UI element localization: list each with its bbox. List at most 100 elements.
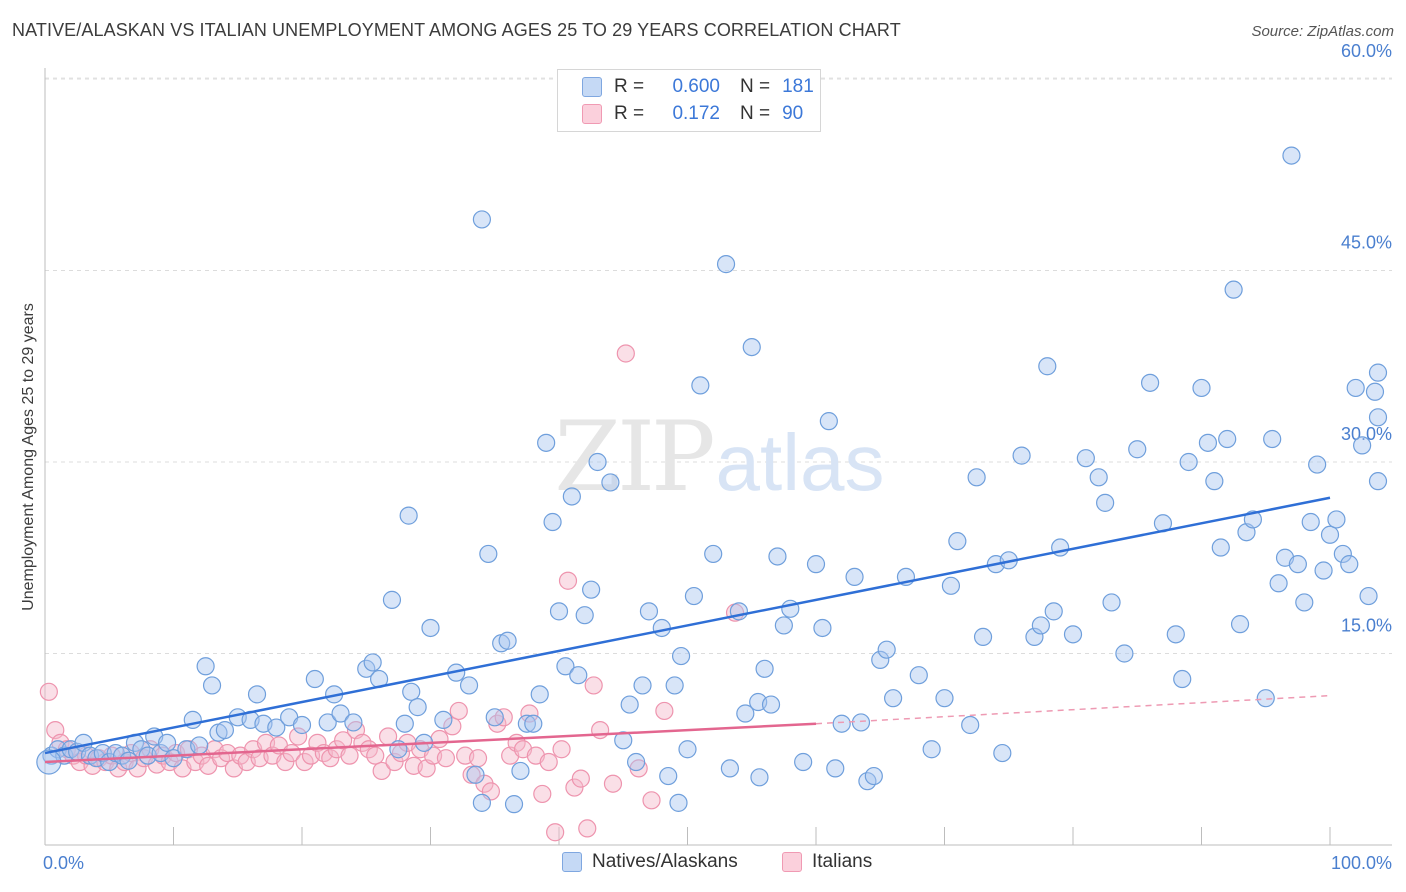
bottom-legend-swatch-natives [562,852,582,872]
point-italians [276,752,295,772]
point-natives [845,567,864,587]
point-natives [408,698,427,717]
axis-labels: Unemployment Among Ages 25 to 29 years 0… [20,303,1392,873]
legend-r-value: 0.600 [672,76,720,97]
point-natives [877,640,896,659]
point-italians [558,571,578,590]
y-tick-label: 60.0% [1341,41,1392,61]
point-natives [247,685,267,704]
point-natives [1096,493,1115,512]
point-natives [1365,382,1385,401]
point-italians [584,676,603,695]
point-italians [468,749,488,768]
point-natives [524,714,543,733]
point-natives [402,682,421,701]
point-natives [1218,429,1237,449]
point-natives [1173,669,1192,689]
point-natives [851,713,871,732]
point-natives [1076,449,1095,468]
point-natives [652,618,671,638]
point-natives [202,676,222,695]
point-natives [1205,472,1224,491]
point-natives [1192,378,1211,398]
point-natives [292,715,312,735]
point-natives [941,576,961,595]
point-natives [1320,525,1340,544]
point-natives [813,618,832,638]
point-natives [1269,574,1288,593]
point-natives [1224,280,1243,299]
point-natives [1359,586,1378,606]
point-italians [603,774,623,793]
grid-lines [45,77,1392,654]
point-natives [517,714,536,733]
y-tick-label: 15.0% [1341,616,1392,636]
point-natives [434,710,453,729]
point-natives [883,689,903,708]
y-axis-label: Unemployment Among Ages 25 to 29 years [20,303,37,611]
point-natives [691,376,710,395]
y-tick-label: 45.0% [1341,233,1392,253]
point-natives [395,714,414,733]
trend-lines [44,496,1331,764]
bottom-legend-swatch-italians [782,852,802,872]
series-natives [36,146,1388,814]
point-italians [334,731,353,750]
source-credit: Source: ZipAtlas.com [1251,23,1394,40]
point-natives [1368,363,1388,382]
point-natives [157,733,177,752]
point-natives [344,713,363,732]
point-natives [1368,408,1388,427]
point-natives [421,618,440,638]
point-natives [530,685,549,704]
point-natives [973,627,993,647]
point-italians [642,791,661,810]
point-natives [1295,593,1314,612]
y-tick-label: 30.0% [1341,424,1392,444]
point-italians [366,746,385,765]
point-natives [761,695,781,714]
point-natives [537,433,556,452]
point-natives [1353,436,1372,455]
point-natives [665,676,684,695]
legend-n-label: N = [740,103,771,124]
point-natives [871,650,890,669]
point-italians [591,720,610,740]
point-natives [620,695,639,714]
point-natives [1263,429,1282,449]
point-italians [546,823,565,842]
point-natives [190,736,209,755]
point-italians [578,819,597,838]
point-natives [1025,627,1044,647]
point-natives [774,616,793,635]
point-natives [1340,555,1359,574]
watermark-zip: ZIP [554,401,713,513]
point-natives [1012,446,1031,465]
point-italians [321,749,340,768]
point-italians [616,344,635,363]
point-italians [39,682,58,701]
point-natives [1166,625,1185,644]
point-natives [267,718,286,737]
bottom-legend-natives: Natives/Alaskans [562,851,738,873]
point-natives [363,653,382,672]
point-natives [215,720,234,740]
legend-r-value: 0.172 [672,103,720,124]
legend-n-value: 90 [782,103,804,124]
point-natives [569,666,588,685]
point-natives [909,666,928,685]
x-tick-label-max: 100.0% [1331,853,1392,873]
point-natives [678,740,697,759]
point-natives [305,669,324,689]
point-italians [449,701,468,721]
trend-line-italians-extension [815,694,1331,725]
point-natives [472,210,491,229]
point-natives [318,713,337,732]
point-natives [819,412,838,431]
point-natives [1063,625,1083,644]
point-natives [1038,357,1057,376]
point-natives [601,473,620,492]
point-natives [1230,615,1250,634]
point-natives [575,606,594,625]
point-natives [935,689,954,708]
